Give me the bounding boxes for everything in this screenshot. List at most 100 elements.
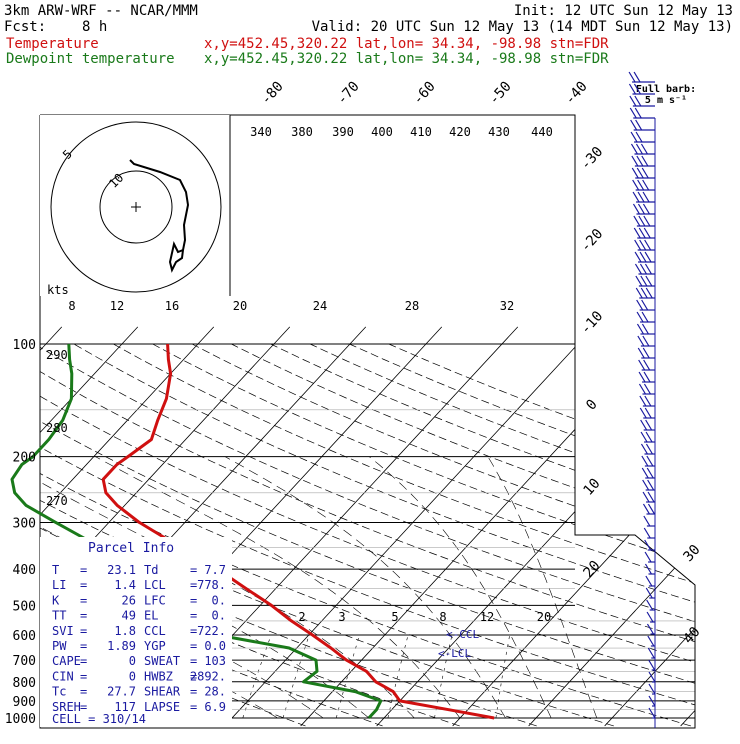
wind-barb xyxy=(630,108,655,118)
theta-label: 400 xyxy=(371,125,393,139)
parcel-cell-2-1: = xyxy=(80,593,87,607)
isotherm-label: -30 xyxy=(578,144,607,174)
wind-barb xyxy=(647,612,655,622)
hodo-speed-label: 32 xyxy=(500,299,514,313)
theta-label: 430 xyxy=(488,125,510,139)
isotherm-label: 0 xyxy=(583,397,601,414)
pressure-label-900: 900 xyxy=(13,695,36,710)
hodograph: 5 10 kts xyxy=(40,115,230,297)
parcel-cell-2-4: = xyxy=(190,593,197,607)
isotherm-label: -50 xyxy=(486,79,515,109)
parcel-cell-8-0: Tc xyxy=(52,685,66,699)
wind-barb xyxy=(640,396,655,406)
moist-adiabat xyxy=(225,457,506,718)
hodo-speed-label: 20 xyxy=(233,299,247,313)
parcel-cell-1-5: 778. xyxy=(197,578,226,592)
wind-barb xyxy=(639,372,655,382)
parcel-cell-5-4: = xyxy=(190,639,197,653)
dry-adiabat xyxy=(349,344,740,726)
mixing-ratio-label: 8 xyxy=(439,610,446,624)
pressure-label-400: 400 xyxy=(13,563,36,578)
parcel-cell-3-4: = xyxy=(190,609,197,623)
isotherm-label: 20 xyxy=(580,558,603,581)
dewpoint-legend: Dewpoint temperature xyxy=(6,51,175,67)
isotherm xyxy=(453,327,740,726)
parcel-cell-8-2: 27.7 xyxy=(107,685,136,699)
forecast-hour: 8 h xyxy=(82,19,107,35)
mixing-ratio-label: 5 xyxy=(391,610,398,624)
wind-barb xyxy=(635,252,655,262)
parcel-cell-7-3: HWBZ xyxy=(144,669,173,683)
parcel-cell-4-5: 722. xyxy=(197,624,226,638)
mixing-ratio-line xyxy=(388,635,408,718)
theta-label: 380 xyxy=(291,125,313,139)
isotherm xyxy=(529,327,740,726)
wind-barb xyxy=(640,408,655,418)
parcel-cell-2-3: LFC xyxy=(144,593,166,607)
pressure-label-500: 500 xyxy=(13,599,36,614)
parcel-cell-9-3: LAPSE xyxy=(144,700,180,714)
mixing-ratio-label: 20 xyxy=(537,610,551,624)
isotherm-label: -20 xyxy=(578,226,607,256)
isotherm-label: -70 xyxy=(334,79,363,109)
parcel-cell-4-2: 1.8 xyxy=(114,624,136,638)
wind-barb xyxy=(638,348,655,358)
dry-adiabat xyxy=(231,344,740,726)
parcel-cell-4-3: CCL xyxy=(144,624,166,638)
parcel-cell-0-3: Td xyxy=(144,563,158,577)
wind-barb xyxy=(636,276,655,286)
isotherm xyxy=(605,327,740,726)
isotherm-label: -40 xyxy=(562,79,591,109)
parcel-cell-2-2: 26 xyxy=(122,593,136,607)
wind-barb xyxy=(637,324,655,334)
forecast-label: Fcst: xyxy=(4,19,46,35)
wind-barb xyxy=(641,432,655,442)
wind-barb xyxy=(633,192,655,202)
wind-barb xyxy=(649,684,655,694)
wind-barb xyxy=(634,216,655,226)
wind-barbs xyxy=(629,72,655,728)
parcel-cell-3-5: 0. xyxy=(212,609,226,623)
wind-barb xyxy=(648,636,655,646)
hodo-speed-label: 8 xyxy=(68,299,75,313)
isotherm-label: -10 xyxy=(578,308,607,338)
model-title: 3km ARW-WRF -- NCAR/MMM xyxy=(4,3,198,19)
parcel-cell-1-2: 1.4 xyxy=(114,578,136,592)
parcel-cell-6-0: CAPE xyxy=(52,654,81,668)
parcel-cell-8-5: 28. xyxy=(204,685,226,699)
pressure-label-1000: 1000 xyxy=(5,712,36,727)
parcel-cell-7-0: CIN xyxy=(52,669,74,683)
isotherm-label: 40 xyxy=(680,624,703,647)
theta-label: 420 xyxy=(449,125,471,139)
theta-label-left: 270 xyxy=(46,494,68,508)
mixing-ratio-label: 12 xyxy=(480,610,494,624)
wind-barb xyxy=(637,312,655,322)
hodo-speed-label: 24 xyxy=(313,299,327,313)
dewpoint-location: x,y=452.45,320.22 lat,lon= 34.34, -98.98… xyxy=(204,51,609,67)
ccl-marker: <-CCL xyxy=(446,628,479,641)
parcel-cell-5-5: 0.0 xyxy=(204,639,226,653)
theta-label: 390 xyxy=(332,125,354,139)
parcel-cell: CELL = 310/14 xyxy=(52,712,146,726)
pressure-label-300: 300 xyxy=(13,516,36,531)
barb-key-title: Full barb: xyxy=(636,84,696,95)
pressure-label-200: 200 xyxy=(13,451,36,466)
parcel-cell-6-3: SWEAT xyxy=(144,654,180,668)
pressure-label-700: 700 xyxy=(13,654,36,669)
header: 3km ARW-WRF -- NCAR/MMM Init: 12 UTC Sun… xyxy=(4,3,733,106)
theta-label: 340 xyxy=(250,125,272,139)
parcel-cell-5-2: 1.89 xyxy=(107,639,136,653)
mixing-ratio-label: 3 xyxy=(338,610,345,624)
parcel-info-title: Parcel Info xyxy=(88,541,174,556)
parcel-cell-8-1: = xyxy=(80,685,87,699)
wind-barb xyxy=(633,180,655,190)
wind-barb xyxy=(631,132,655,142)
isotherm-label: -60 xyxy=(410,79,439,109)
wind-barb xyxy=(647,624,655,634)
isotherm-label: -80 xyxy=(258,79,287,109)
dry-adiabat xyxy=(389,344,740,726)
wind-barb xyxy=(633,204,655,214)
parcel-cell-6-5: 103 xyxy=(204,654,226,668)
hodo-speed-label: 12 xyxy=(110,299,124,313)
init-time: Init: 12 UTC Sun 12 May 13 xyxy=(514,3,733,19)
